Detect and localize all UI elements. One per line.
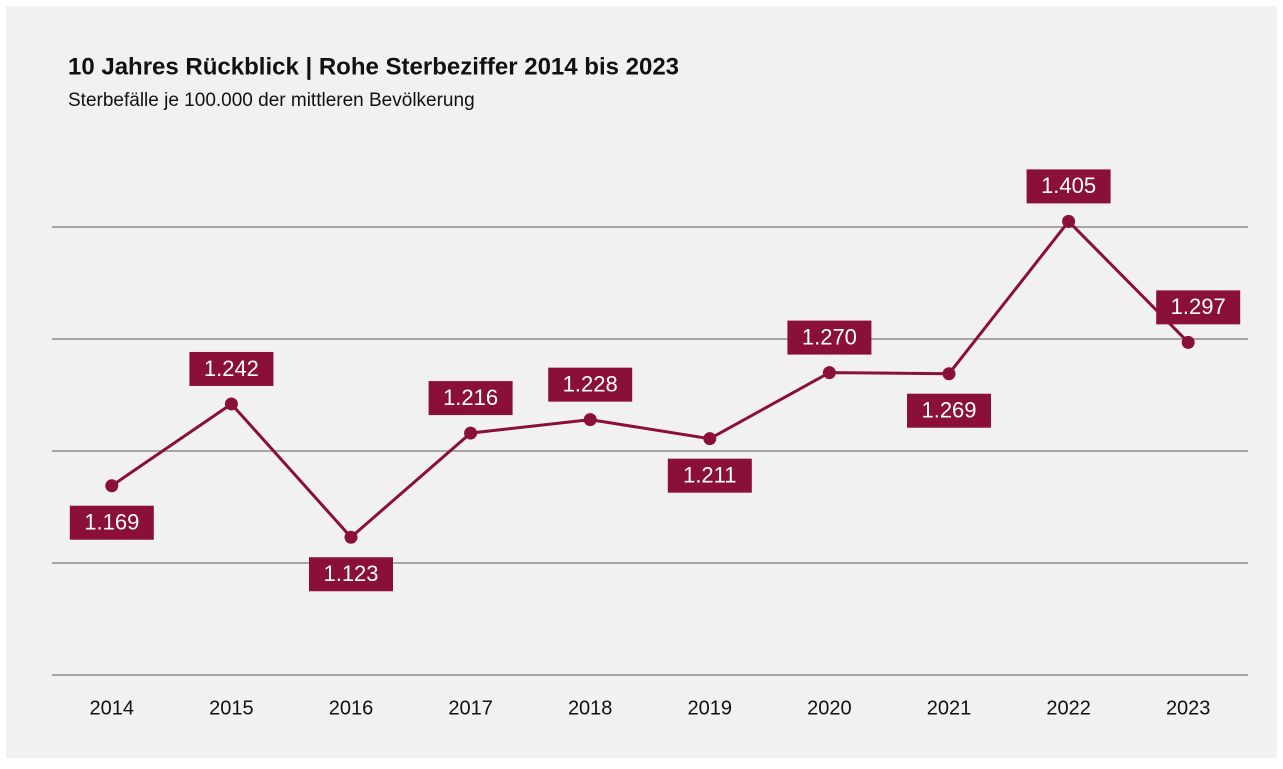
data-point [105, 479, 119, 493]
x-tick-label: 2017 [448, 697, 493, 719]
value-label-box [667, 458, 752, 493]
chart-subtitle: Sterbefälle je 100.000 der mittleren Bev… [68, 90, 475, 111]
data-point [344, 530, 358, 544]
data-line [110, 219, 1190, 540]
value-label: 1.242 [204, 356, 259, 381]
data-point [583, 413, 597, 427]
value-label-box [548, 367, 633, 402]
value-label: 1.297 [1171, 294, 1226, 319]
value-label-box [309, 557, 393, 592]
x-tick-label: 2015 [209, 697, 254, 719]
value-label: 1.405 [1041, 173, 1096, 198]
x-tick-label: 2023 [1166, 697, 1211, 719]
x-tick-label: 2019 [688, 697, 733, 719]
data-point [1062, 214, 1076, 228]
x-tick-label: 2021 [927, 697, 972, 719]
chart-title: 10 Jahres Rückblick | Rohe Sterbeziffer … [68, 53, 679, 80]
value-label: 1.216 [443, 385, 498, 410]
data-point [822, 366, 836, 380]
x-tick-label: 2020 [807, 697, 852, 719]
data-point [1181, 335, 1195, 349]
value-label-box [69, 505, 154, 540]
value-label: 1.269 [921, 398, 976, 423]
value-label-box [907, 393, 991, 428]
value-label: 1.211 [683, 462, 736, 487]
x-tick-label: 2016 [329, 697, 374, 719]
value-label: 1.270 [802, 324, 857, 349]
value-label-box [1156, 290, 1241, 325]
data-point [703, 432, 717, 446]
value-label: 1.123 [323, 561, 378, 586]
value-label-box [787, 320, 872, 355]
value-label: 1.228 [563, 371, 618, 396]
value-label-box [1026, 169, 1111, 204]
x-tick-label: 2018 [568, 697, 613, 719]
data-point [464, 426, 478, 440]
value-label-box [189, 351, 274, 386]
data-point [224, 397, 238, 411]
value-label-box [428, 381, 513, 416]
x-tick-label: 2022 [1046, 697, 1091, 719]
data-point [942, 367, 956, 381]
x-tick-label: 2014 [90, 697, 135, 719]
value-label: 1.169 [84, 510, 139, 535]
